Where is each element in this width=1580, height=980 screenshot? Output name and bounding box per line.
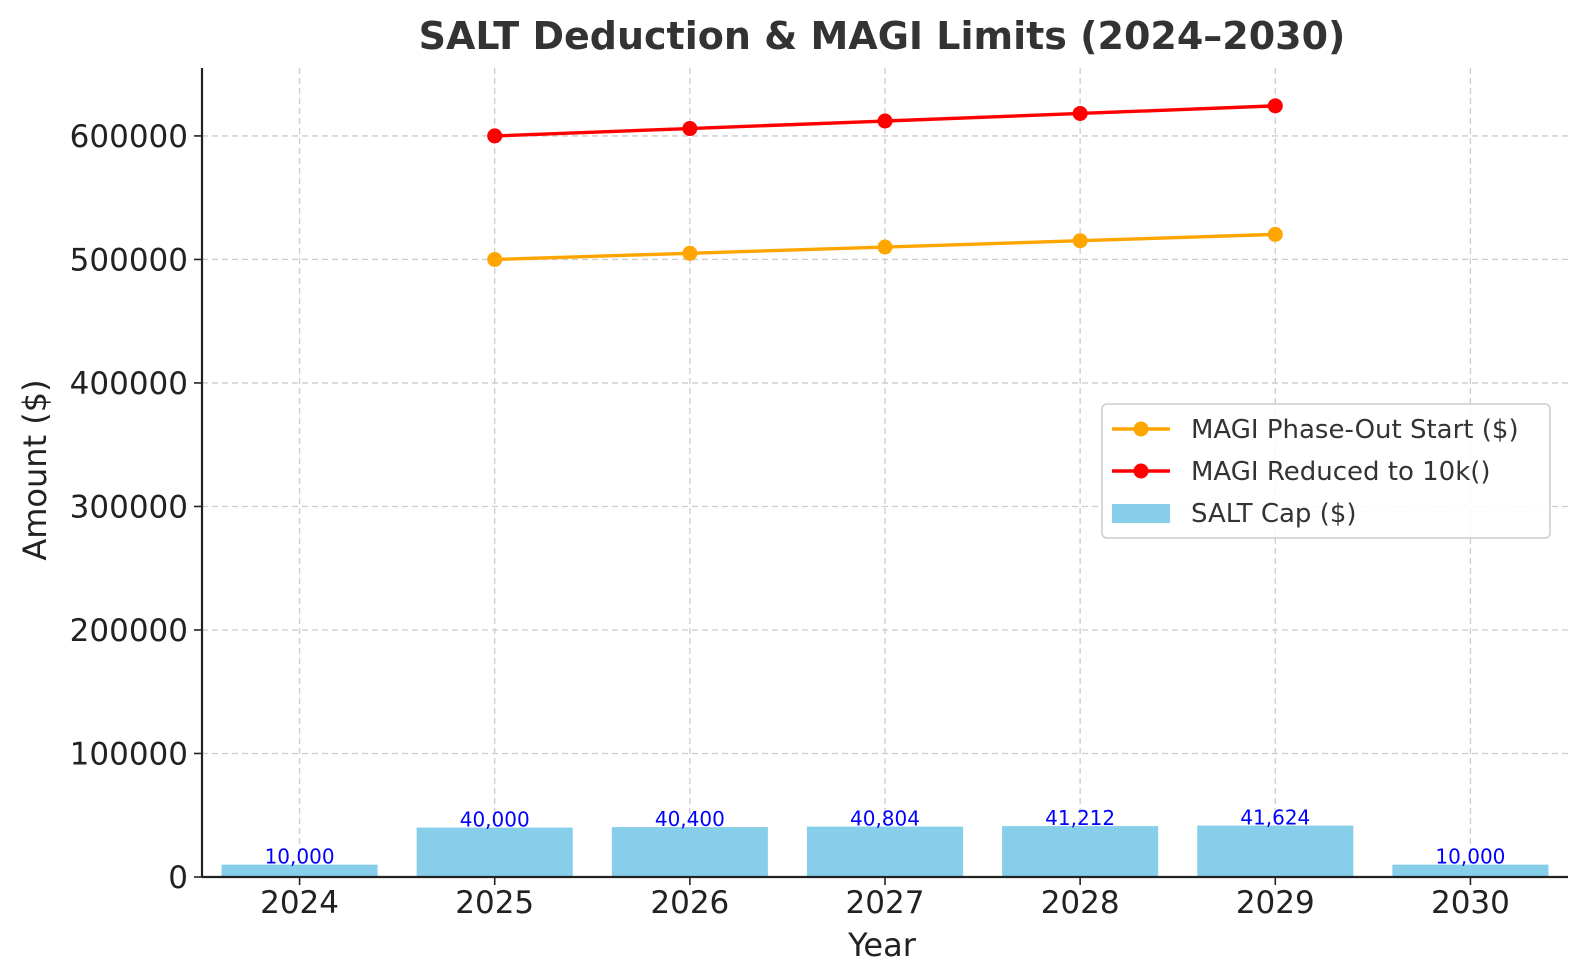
series-point — [877, 239, 893, 255]
y-tick-label: 500000 — [70, 242, 188, 278]
bar-value-label: 41,212 — [1045, 806, 1115, 830]
bar-value-label: 41,624 — [1240, 806, 1310, 830]
y-tick-label: 600000 — [70, 119, 188, 155]
bar-value-label: 40,804 — [850, 807, 920, 831]
series-point — [487, 128, 503, 144]
legend: MAGI Phase-Out Start ($) MAGI Reduced to … — [1101, 403, 1551, 539]
bar — [416, 827, 573, 877]
y-tick-label: 400000 — [70, 366, 188, 402]
legend-bar-swatch — [1112, 504, 1170, 523]
legend-box — [1101, 403, 1551, 539]
bar — [1002, 826, 1159, 877]
series-point — [1267, 226, 1283, 242]
bar — [611, 827, 768, 877]
series-point — [682, 121, 698, 137]
bars: 10,000 40,000 40,400 40,804 41,212 41,624 10,0… — [221, 806, 1549, 877]
x-tick-label: 2024 — [260, 885, 339, 921]
series-point — [1267, 98, 1283, 114]
series-point — [1072, 233, 1088, 249]
y-axis-label: Amount ($) — [16, 379, 54, 560]
legend-entry-label: MAGI Reduced to 10k() — [1191, 457, 1491, 487]
bar-value-label: 10,000 — [1435, 845, 1505, 869]
bar-value-label: 10,000 — [265, 845, 335, 869]
axes: 0 100000 200000 300000 400000 500000 600000 202… — [70, 68, 1568, 921]
legend-marker — [1133, 463, 1149, 479]
legend-marker — [1133, 421, 1149, 437]
legend-entry-label: SALT Cap ($) — [1191, 499, 1357, 529]
bar-value-label: 40,400 — [655, 807, 725, 831]
y-tick-label: 0 — [168, 860, 188, 896]
x-tick-label: 2028 — [1041, 885, 1120, 921]
x-tick-label: 2029 — [1236, 885, 1315, 921]
series-point — [487, 251, 503, 267]
bar — [806, 826, 964, 877]
y-tick-label: 300000 — [70, 489, 188, 525]
x-axis-label: Year — [847, 926, 917, 964]
x-tick-label: 2027 — [846, 885, 925, 921]
y-tick-label: 200000 — [70, 613, 188, 649]
bar — [1197, 825, 1354, 877]
legend-entry-label: MAGI Phase-Out Start ($) — [1191, 415, 1519, 445]
bar — [221, 864, 378, 877]
bar-value-label: 40,000 — [460, 808, 530, 832]
y-tick-label: 100000 — [70, 736, 188, 772]
line-series — [487, 98, 1283, 267]
series-point — [682, 245, 698, 261]
x-tick-label: 2030 — [1431, 885, 1510, 921]
chart-title: SALT Deduction & MAGI Limits (2024–2030) — [419, 14, 1346, 58]
series-point — [877, 113, 893, 129]
series-point — [1072, 105, 1088, 121]
x-tick-label: 2025 — [455, 885, 534, 921]
bar — [1392, 864, 1549, 877]
x-tick-label: 2026 — [650, 885, 729, 921]
